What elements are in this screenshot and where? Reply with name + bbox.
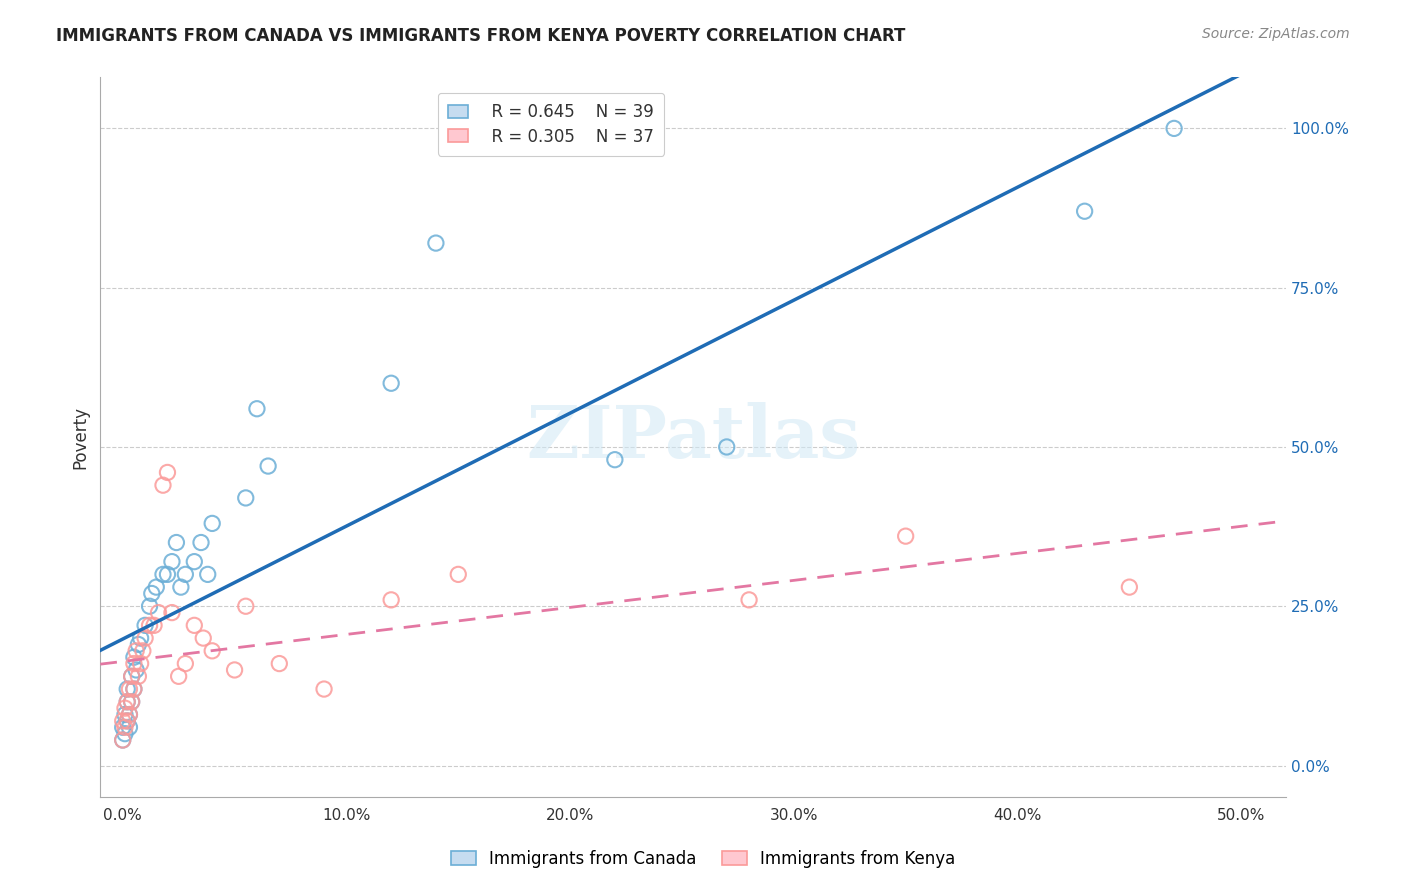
- Point: [1163, 121, 1185, 136]
- Point: [114, 726, 136, 740]
- Point: [235, 491, 257, 505]
- Point: [122, 650, 145, 665]
- Point: [122, 681, 145, 696]
- Legend: Immigrants from Canada, Immigrants from Kenya: Immigrants from Canada, Immigrants from …: [444, 844, 962, 875]
- Point: [174, 657, 197, 671]
- Point: [738, 592, 761, 607]
- Point: [447, 567, 470, 582]
- Point: [111, 714, 134, 728]
- Point: [156, 466, 179, 480]
- Point: [129, 657, 152, 671]
- Text: Source: ZipAtlas.com: Source: ZipAtlas.com: [1202, 27, 1350, 41]
- Point: [193, 631, 215, 645]
- Point: [121, 695, 143, 709]
- Point: [201, 516, 224, 531]
- Point: [167, 669, 190, 683]
- Point: [145, 580, 167, 594]
- Point: [143, 618, 166, 632]
- Point: [603, 452, 626, 467]
- Point: [115, 714, 138, 728]
- Point: [125, 663, 148, 677]
- Point: [1118, 580, 1140, 594]
- Point: [115, 695, 138, 709]
- Point: [170, 580, 193, 594]
- Point: [134, 618, 156, 632]
- Point: [115, 695, 138, 709]
- Point: [114, 701, 136, 715]
- Point: [111, 733, 134, 747]
- Point: [129, 631, 152, 645]
- Point: [312, 681, 335, 696]
- Point: [125, 644, 148, 658]
- Point: [127, 637, 149, 651]
- Point: [114, 720, 136, 734]
- Point: [1073, 204, 1095, 219]
- Point: [118, 707, 141, 722]
- Point: [160, 606, 183, 620]
- Point: [224, 663, 246, 677]
- Point: [111, 720, 134, 734]
- Point: [141, 586, 163, 600]
- Point: [152, 567, 174, 582]
- Point: [118, 720, 141, 734]
- Point: [122, 681, 145, 696]
- Point: [138, 618, 160, 632]
- Text: IMMIGRANTS FROM CANADA VS IMMIGRANTS FROM KENYA POVERTY CORRELATION CHART: IMMIGRANTS FROM CANADA VS IMMIGRANTS FRO…: [56, 27, 905, 45]
- Point: [160, 555, 183, 569]
- Point: [121, 669, 143, 683]
- Point: [121, 669, 143, 683]
- Point: [174, 567, 197, 582]
- Point: [134, 631, 156, 645]
- Point: [118, 707, 141, 722]
- Point: [114, 707, 136, 722]
- Legend:   R = 0.645    N = 39,   R = 0.305    N = 37: R = 0.645 N = 39, R = 0.305 N = 37: [437, 93, 664, 155]
- Point: [380, 376, 402, 391]
- Point: [152, 478, 174, 492]
- Point: [716, 440, 738, 454]
- Point: [183, 618, 205, 632]
- Point: [201, 644, 224, 658]
- Point: [148, 606, 170, 620]
- Point: [894, 529, 917, 543]
- Point: [269, 657, 291, 671]
- Point: [111, 733, 134, 747]
- Point: [122, 657, 145, 671]
- Point: [380, 592, 402, 607]
- Point: [190, 535, 212, 549]
- Point: [118, 681, 141, 696]
- Point: [235, 599, 257, 614]
- Point: [165, 535, 187, 549]
- Point: [425, 236, 447, 251]
- Point: [197, 567, 219, 582]
- Point: [138, 599, 160, 614]
- Point: [156, 567, 179, 582]
- Y-axis label: Poverty: Poverty: [72, 406, 89, 469]
- Point: [246, 401, 269, 416]
- Point: [132, 644, 155, 658]
- Point: [121, 695, 143, 709]
- Point: [257, 459, 280, 474]
- Point: [115, 681, 138, 696]
- Point: [183, 555, 205, 569]
- Text: ZIPatlas: ZIPatlas: [526, 402, 860, 473]
- Point: [115, 714, 138, 728]
- Point: [127, 669, 149, 683]
